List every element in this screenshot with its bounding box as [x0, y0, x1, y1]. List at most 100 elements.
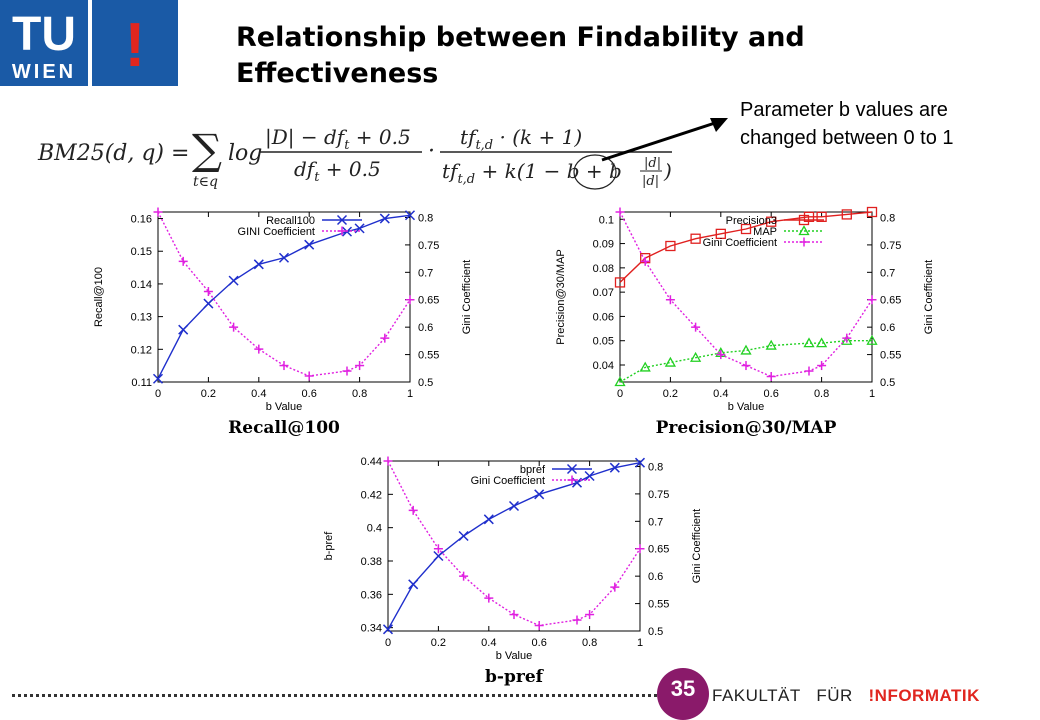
c1-data-point-gini-coefficient	[817, 361, 827, 371]
c1-data-point-map	[689, 351, 702, 362]
c0-data-point-recall100	[354, 223, 365, 234]
c1-data-point-gini-coefficient	[766, 372, 776, 382]
c0-legend-marker	[337, 226, 347, 236]
c2-x-tick-label: 0	[385, 637, 391, 649]
c0-x-axis-label: b Value	[266, 401, 303, 413]
c0-data-point-recall100	[152, 373, 164, 384]
c0-data-point-gini-coefficient	[405, 295, 415, 305]
c1-data-point-precision3	[665, 240, 676, 252]
c2-data-point-bpref	[634, 457, 646, 468]
c2-data-point-gini-coefficient	[383, 456, 393, 466]
c1-data-point-gini-coefficient	[640, 256, 650, 266]
c0-chart-caption: Recall@100	[228, 418, 340, 438]
c1-series-line-precision3	[619, 211, 873, 283]
c2-y2-tick-label: 0.5	[648, 626, 663, 638]
c2-x-tick-label: 0.8	[582, 637, 597, 649]
c0-legend-marker	[336, 214, 348, 226]
c0-data-point-recall100	[379, 213, 390, 224]
c2-y2-tick-label: 0.65	[648, 544, 669, 556]
c1-data-point-precision3	[841, 209, 852, 220]
annotation-line-1: Parameter b values are	[740, 99, 948, 121]
c2-y2-tick-label: 0.55	[648, 599, 669, 611]
logo-text-tu: TU	[12, 8, 76, 61]
c2-y2-axis-label: Gini Coefficient	[691, 509, 703, 583]
c0-y2-tick-label: 0.6	[418, 322, 433, 334]
c1-legend-label: Gini Coefficient	[703, 237, 777, 249]
c1-y-tick-label: 0.06	[593, 311, 614, 323]
c0-x-tick-label: 0	[155, 388, 161, 400]
c2-data-point-gini-coefficient	[572, 615, 582, 625]
c0-series-line-recall100	[157, 214, 411, 380]
c1-data-point-map	[740, 344, 752, 355]
c2-legend-marker	[566, 463, 578, 475]
c0-y2-axis-label: Gini Coefficient	[461, 260, 473, 334]
c2-y2-tick-label: 0.7	[648, 516, 663, 528]
c1-y2-tick-label: 0.65	[880, 295, 901, 307]
c1-x-axis-label: b Value	[728, 401, 765, 413]
c0-data-point-gini-coefficient	[304, 371, 314, 381]
c0-x-tick-label: 0.8	[352, 388, 367, 400]
c1-data-point-map	[803, 337, 815, 348]
bm25-formula: BM25(d, q) = ∑ t∈q log |D| − dft + 0.5 d…	[37, 125, 672, 190]
c1-y-axis-label: Precision@30/MAP	[555, 249, 567, 345]
c0-y2-tick-label: 0.7	[418, 267, 433, 279]
chart-b-pref: 0 0.2 0.4 0.6 0.8 1 0.34 0.36 0.38 0.4 0.42 0.44 0.5…	[323, 456, 703, 687]
c0-data-point-gini-coefficient	[355, 361, 365, 371]
logo-text-wien: WIEN	[12, 61, 76, 83]
c0-x-tick-label: 0.6	[302, 388, 317, 400]
page-number-circle	[657, 668, 709, 720]
parameter-annotation: Parameter b values are changed between 0…	[740, 96, 1030, 152]
c0-data-point-gini-coefficient	[203, 287, 213, 297]
svg-text:tft,d · (k + 1): tft,d · (k + 1)	[460, 125, 582, 153]
chart-precision-map: 0 0.2 0.4 0.6 0.8 1 0.04 0.05 0.06 0.07 0.08 0.09 0.…	[555, 206, 935, 438]
c2-series-line-gini-coefficient	[387, 460, 641, 627]
c1-y-tick-label: 0.1	[599, 214, 614, 226]
annotation-arrow	[601, 118, 728, 162]
svg-text:tft,d + k(1 − b + b: tft,d + k(1 − b + b	[442, 159, 622, 187]
c2-data-point-bpref	[508, 500, 520, 512]
c0-data-point-recall100	[304, 239, 315, 250]
c0-data-point-gini-coefficient	[229, 322, 239, 332]
title-line-1: Relationship between Findability and	[236, 22, 805, 53]
c1-y2-axis-label: Gini Coefficient	[923, 260, 935, 334]
page-number: 35	[670, 676, 696, 701]
c1-data-point-precision3	[715, 228, 726, 240]
c0-data-point-gini-coefficient	[178, 256, 188, 266]
c1-data-point-map	[664, 356, 677, 367]
c1-data-point-gini-coefficient	[804, 366, 814, 376]
c0-data-point-recall100	[253, 259, 264, 270]
c1-data-point-map	[639, 361, 651, 372]
c0-y-tick-label: 0.14	[131, 279, 152, 291]
c0-y2-tick-label: 0.5	[418, 377, 433, 389]
c2-y2-tick-label: 0.8	[648, 461, 663, 473]
c1-legend-marker	[799, 237, 809, 247]
c0-x-tick-label: 0.4	[251, 388, 266, 400]
c2-x-tick-label: 1	[637, 637, 643, 649]
c1-data-point-precision3	[740, 223, 752, 235]
c1-x-tick-label: 0.2	[663, 388, 678, 400]
c2-data-point-gini-coefficient	[534, 621, 544, 631]
c1-data-point-gini-coefficient	[867, 295, 877, 305]
c1-data-point-precision3	[690, 233, 701, 244]
c0-x-tick-label: 1	[407, 388, 413, 400]
c0-legend-label: Recall100	[266, 215, 315, 227]
c2-legend-label: bpref	[520, 464, 546, 476]
c2-data-point-bpref	[382, 624, 394, 635]
c0-y-tick-label: 0.15	[131, 246, 152, 258]
c2-data-point-gini-coefficient	[610, 582, 620, 592]
c0-y2-tick-label: 0.65	[418, 295, 439, 307]
c1-y-tick-label: 0.08	[593, 263, 614, 275]
c1-data-point-gini-coefficient	[716, 350, 726, 360]
c1-x-tick-label: 0	[617, 388, 623, 400]
c1-y-tick-label: 0.09	[593, 239, 614, 251]
c1-data-point-precision3	[816, 211, 827, 223]
c1-x-tick-label: 1	[869, 388, 875, 400]
c2-y2-tick-label: 0.75	[648, 489, 669, 501]
c1-y2-tick-label: 0.55	[880, 350, 901, 362]
c1-data-point-gini-coefficient	[842, 333, 852, 343]
c2-data-point-bpref	[609, 462, 620, 473]
c1-y-tick-label: 0.04	[593, 360, 614, 372]
c2-data-point-gini-coefficient	[408, 505, 418, 515]
svg-text:dft + 0.5: dft + 0.5	[294, 157, 381, 185]
c2-x-axis-label: b Value	[496, 650, 533, 662]
